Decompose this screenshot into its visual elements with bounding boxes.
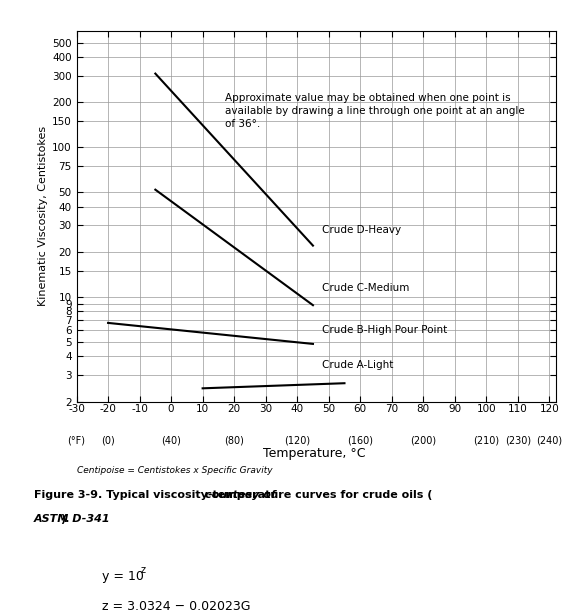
Text: Figure 3-9. Typical viscosity-temperature curves for crude oils (: Figure 3-9. Typical viscosity-temperatur… <box>34 490 433 500</box>
Y-axis label: Kinematic Viscosity, Centistokes: Kinematic Viscosity, Centistokes <box>38 126 48 306</box>
Text: Crude B-High Pour Point: Crude B-High Pour Point <box>323 325 448 335</box>
Text: (120): (120) <box>284 435 310 445</box>
Text: Centipoise = Centistokes x Specific Gravity: Centipoise = Centistokes x Specific Grav… <box>77 466 272 475</box>
Text: courtesy of: courtesy of <box>205 490 276 500</box>
Text: (80): (80) <box>224 435 244 445</box>
Text: Crude A-Light: Crude A-Light <box>323 360 394 370</box>
Text: (0): (0) <box>101 435 115 445</box>
Text: (240): (240) <box>536 435 562 445</box>
Text: Crude D-Heavy: Crude D-Heavy <box>323 225 401 235</box>
Text: Crude C-Medium: Crude C-Medium <box>323 283 410 293</box>
Text: z = 3.0324 − 0.02023G: z = 3.0324 − 0.02023G <box>102 600 251 612</box>
Text: (210): (210) <box>473 435 500 445</box>
Text: Approximate value may be obtained when one point is
available by drawing a line : Approximate value may be obtained when o… <box>225 93 524 129</box>
Text: (°F): (°F) <box>67 435 86 445</box>
Text: z: z <box>141 565 146 575</box>
Text: ).: ). <box>60 514 70 524</box>
Text: y = 10: y = 10 <box>102 570 144 583</box>
Text: (200): (200) <box>410 435 437 445</box>
Text: Temperature, °C: Temperature, °C <box>264 447 366 460</box>
Text: (160): (160) <box>347 435 373 445</box>
Text: (40): (40) <box>161 435 181 445</box>
Text: (230): (230) <box>505 435 531 445</box>
Text: ASTM D-341: ASTM D-341 <box>34 514 111 524</box>
